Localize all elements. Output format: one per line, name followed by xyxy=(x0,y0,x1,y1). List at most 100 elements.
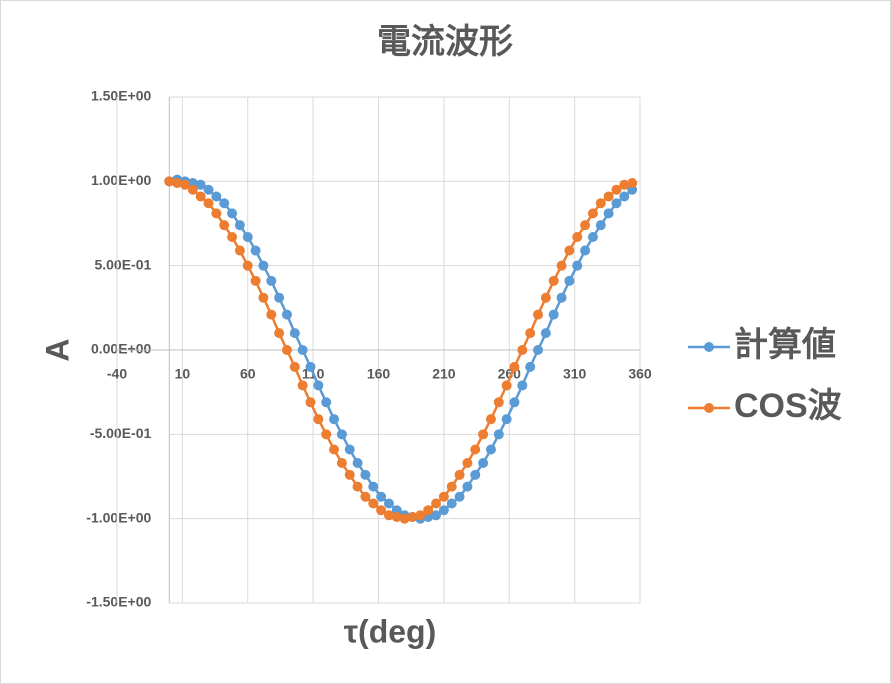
data-point xyxy=(438,491,449,502)
data-point xyxy=(336,429,347,440)
data-point xyxy=(619,191,630,202)
data-point xyxy=(274,328,285,339)
data-point xyxy=(266,275,277,286)
y-tick-label: -1.50E+00 xyxy=(86,594,151,610)
x-tick-label: 310 xyxy=(563,366,587,382)
data-point xyxy=(344,444,355,455)
data-point xyxy=(493,397,504,408)
data-point xyxy=(383,510,394,521)
y-tick-label: 1.50E+00 xyxy=(91,88,152,104)
data-point xyxy=(352,481,363,492)
data-point xyxy=(195,179,206,190)
data-point xyxy=(203,184,214,195)
data-point xyxy=(289,361,300,372)
data-point xyxy=(289,328,300,339)
data-point xyxy=(258,292,269,303)
data-point xyxy=(438,505,449,516)
data-point xyxy=(281,309,292,320)
y-tick-label: -1.00E+00 xyxy=(86,509,151,525)
data-point xyxy=(399,513,410,524)
data-point xyxy=(446,498,457,509)
data-point xyxy=(258,260,269,271)
data-point xyxy=(242,260,253,271)
data-point xyxy=(227,208,238,219)
data-point xyxy=(533,309,544,320)
data-point xyxy=(368,498,379,509)
y-tick-label: 1.00E+00 xyxy=(91,172,152,188)
data-point xyxy=(572,231,583,242)
data-point xyxy=(219,220,230,231)
data-point xyxy=(595,198,606,209)
data-point xyxy=(297,345,308,355)
data-point xyxy=(572,260,583,271)
chart-title: 電流波形 xyxy=(377,23,513,61)
data-point xyxy=(250,245,261,256)
data-point xyxy=(179,179,190,190)
data-point xyxy=(211,208,222,219)
legend-marker xyxy=(704,342,714,352)
data-point xyxy=(415,510,426,521)
data-point xyxy=(595,220,606,231)
legend-marker xyxy=(704,403,714,413)
data-point xyxy=(501,414,512,425)
x-tick-label: 360 xyxy=(628,366,652,382)
data-point xyxy=(281,345,292,355)
data-point xyxy=(485,444,496,455)
data-point xyxy=(580,245,591,256)
data-point xyxy=(446,481,457,492)
data-point xyxy=(470,469,481,480)
data-point xyxy=(234,220,245,231)
data-point xyxy=(336,458,347,469)
data-point xyxy=(305,361,316,372)
data-point xyxy=(172,178,183,189)
data-point xyxy=(485,414,496,425)
x-axis-title: τ(deg) xyxy=(344,613,436,649)
data-point xyxy=(391,511,402,522)
data-point xyxy=(360,491,371,502)
x-tick-label: 210 xyxy=(432,366,456,382)
data-point xyxy=(509,361,520,372)
data-point xyxy=(431,498,442,509)
x-tick-label: -40 xyxy=(107,366,127,382)
data-point xyxy=(431,510,442,521)
data-point xyxy=(611,184,622,195)
data-point xyxy=(164,176,175,187)
y-tick-label: 5.00E-01 xyxy=(94,256,151,272)
data-point xyxy=(313,414,324,425)
data-point xyxy=(470,444,481,455)
data-point xyxy=(548,309,559,320)
data-point xyxy=(587,231,598,242)
data-point xyxy=(603,208,614,219)
data-point xyxy=(321,429,332,440)
data-point xyxy=(564,275,575,286)
data-point xyxy=(478,429,489,440)
data-point xyxy=(587,208,598,219)
data-point xyxy=(564,245,575,256)
data-point xyxy=(548,275,559,286)
data-point xyxy=(368,481,379,492)
x-tick-label: 160 xyxy=(367,366,391,382)
data-point xyxy=(454,469,465,480)
data-point xyxy=(383,498,394,509)
data-point xyxy=(227,231,238,242)
data-point xyxy=(517,380,528,391)
data-point xyxy=(619,179,630,190)
data-point xyxy=(360,469,371,480)
data-point xyxy=(234,245,245,256)
data-point xyxy=(509,397,520,408)
data-point xyxy=(211,191,222,202)
y-tick-label: 0.00E+00 xyxy=(91,341,152,357)
data-point xyxy=(376,491,387,502)
data-point xyxy=(611,198,622,209)
data-point xyxy=(274,292,285,303)
data-point xyxy=(344,469,355,480)
data-point xyxy=(376,505,387,516)
y-tick-label: -5.00E-01 xyxy=(90,425,152,441)
data-point xyxy=(242,231,253,242)
data-point xyxy=(533,345,544,355)
x-tick-label: 10 xyxy=(175,366,191,382)
data-point xyxy=(329,414,340,425)
legend-label: COS波 xyxy=(734,387,842,425)
